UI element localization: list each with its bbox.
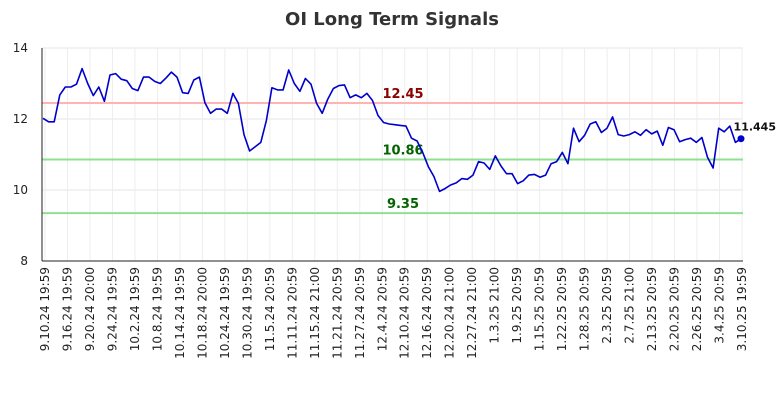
x-axis: 9.10.24 19:59 9.16.24 19:59 9.20.24 20:00 9… (38, 260, 749, 359)
x-tick-label: 12.16.24 20:59 (420, 267, 434, 359)
y-tick-label: 10 (13, 183, 28, 197)
reference-line-label: 10.86 (382, 143, 423, 158)
x-tick-label: 9.20.24 20:00 (83, 267, 97, 351)
chart-title: OI Long Term Signals (285, 9, 499, 30)
x-tick-label: 2.7.25 21:00 (623, 267, 637, 344)
x-tick-label: 2.20.25 20:59 (668, 267, 682, 351)
x-tick-label: 3.10.25 19:59 (735, 267, 749, 351)
x-tick-label: 10.2.24 19:59 (128, 267, 142, 351)
series-group (42, 67, 742, 193)
x-tick-label: 12.20.24 21:00 (443, 267, 457, 359)
x-tick-label: 2.3.25 20:59 (600, 267, 614, 344)
last-value-group: 11.445 (734, 121, 776, 143)
y-axis: 8 10 12 14 (13, 41, 43, 268)
series-line (42, 67, 742, 193)
x-tick-label: 11.11.24 20:59 (285, 267, 299, 359)
x-tick-label: 3.4.25 20:59 (713, 267, 727, 344)
x-tick-label: 11.15.24 21:00 (308, 267, 322, 359)
x-tick-label: 10.24.24 19:59 (218, 267, 232, 359)
y-tick-label: 14 (13, 41, 28, 55)
x-tick-label: 9.24.24 19:59 (105, 267, 119, 351)
x-tick-label: 10.18.24 20:00 (195, 267, 209, 359)
x-tick-label: 1.9.25 20:59 (510, 267, 524, 344)
x-tick-label: 12.10.24 20:59 (398, 267, 412, 359)
x-tick-label: 12.4.24 20:59 (375, 267, 389, 351)
reference-lines: 12.45 10.86 9.35 (42, 87, 743, 215)
reference-line-label: 12.45 (382, 87, 423, 102)
x-tick-label: 10.8.24 19:59 (150, 267, 164, 351)
grid (42, 47, 743, 262)
x-tick-label: 10.14.24 19:59 (173, 267, 187, 359)
x-tick-label: 12.27.24 21:00 (465, 267, 479, 359)
last-value-label: 11.445 (734, 121, 776, 134)
x-tick-label: 9.16.24 19:59 (60, 267, 74, 351)
last-value-point (737, 135, 745, 143)
y-tick-label: 12 (13, 112, 28, 126)
reference-line-label: 9.35 (387, 197, 419, 212)
x-tick-label: 2.26.25 20:59 (690, 267, 704, 351)
x-tick-label: 11.27.24 20:59 (353, 267, 367, 359)
x-tick-label: 11.21.24 20:59 (330, 267, 344, 359)
x-tick-label: 11.5.24 20:59 (263, 267, 277, 351)
x-tick-label: 1.22.25 20:59 (555, 267, 569, 351)
x-tick-label: 1.28.25 20:59 (578, 267, 592, 351)
x-tick-label: 2.13.25 20:59 (645, 267, 659, 351)
x-tick-label: 9.10.24 19:59 (38, 267, 52, 351)
x-tick-label: 10.30.24 19:59 (240, 267, 254, 359)
y-tick-label: 8 (20, 254, 28, 268)
x-tick-label: 1.15.25 20:59 (533, 267, 547, 351)
x-tick-label: 1.3.25 21:00 (488, 267, 502, 344)
